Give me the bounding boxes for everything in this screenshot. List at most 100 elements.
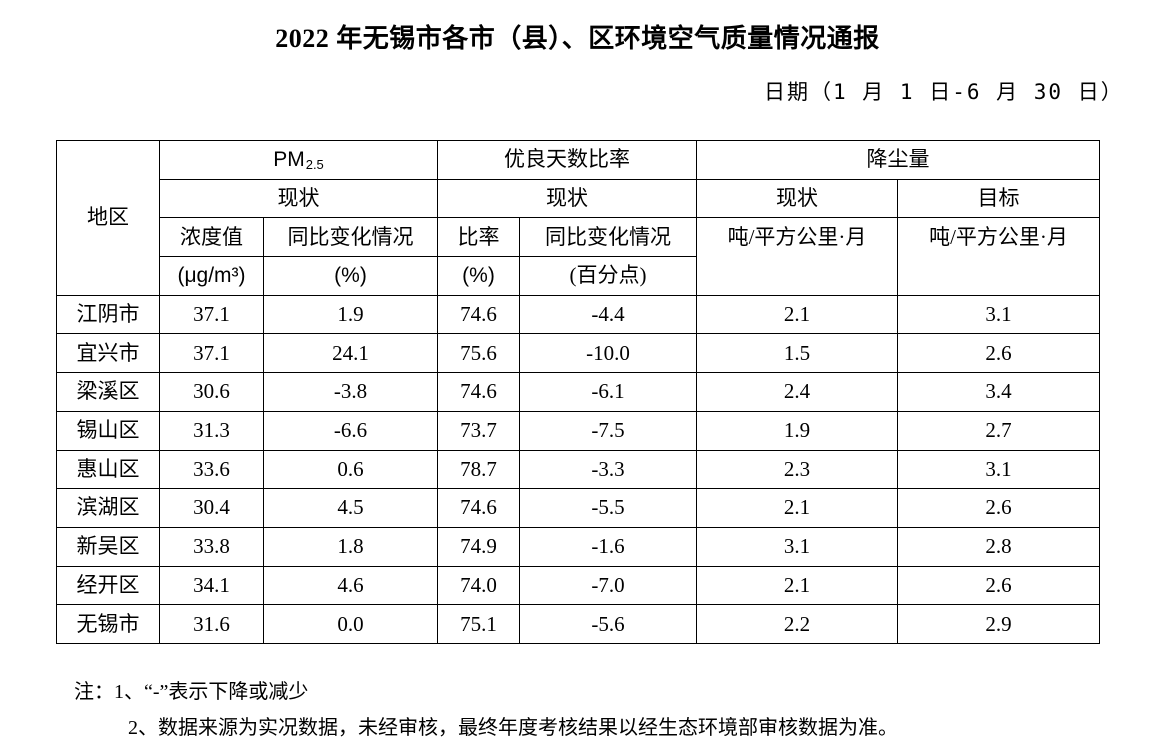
cell-dust: 2.2 <box>696 604 899 644</box>
cell-region: 无锡市 <box>56 604 160 644</box>
header-rate-unit: (%) <box>437 256 521 296</box>
cell-dust: 1.9 <box>696 410 899 451</box>
cell-pm-yoy: 0.6 <box>262 449 439 490</box>
cell-region: 梁溪区 <box>56 372 160 412</box>
table-row: 锡山区 31.3 -6.6 73.7 -7.5 1.9 2.7 <box>56 410 1101 451</box>
cell-target: 2.9 <box>897 604 1101 644</box>
cell-dust: 2.4 <box>696 372 899 412</box>
cell-rate-yoy: -5.5 <box>519 488 698 528</box>
header-pm25-main: PM <box>273 147 305 171</box>
cell-rate: 75.1 <box>437 604 521 644</box>
cell-rate-yoy: -7.0 <box>519 565 698 606</box>
table-row: 滨湖区 30.4 4.5 74.6 -5.5 2.1 2.6 <box>56 488 1101 528</box>
cell-rate: 74.6 <box>437 488 521 528</box>
cell-dust: 2.1 <box>696 565 899 606</box>
cell-pm: 31.6 <box>159 604 264 644</box>
cell-pm-yoy: 24.1 <box>262 333 439 374</box>
cell-rate-yoy: -3.3 <box>519 449 698 490</box>
cell-dust: 1.5 <box>696 333 899 374</box>
cell-rate-yoy: -7.5 <box>519 410 698 451</box>
cell-region: 滨湖区 <box>56 488 160 528</box>
cell-dust: 2.3 <box>696 449 899 490</box>
cell-region: 惠山区 <box>56 449 160 490</box>
cell-target: 2.6 <box>897 333 1101 374</box>
header-dust-status: 现状 <box>696 178 899 219</box>
cell-rate: 75.6 <box>437 333 521 374</box>
cell-dust: 2.1 <box>696 488 899 528</box>
cell-region: 经开区 <box>56 565 160 606</box>
cell-region: 宜兴市 <box>56 333 160 374</box>
header-good-status: 现状 <box>437 178 698 219</box>
cell-rate-yoy: -5.6 <box>519 604 698 644</box>
header-pm-status: 现状 <box>158 178 439 219</box>
header-good-days-rate: 优良天数比率 <box>437 140 698 180</box>
cell-pm: 37.1 <box>159 294 264 335</box>
report-date: 日期（1 月 1 日-6 月 30 日） <box>764 80 1124 104</box>
cell-pm: 33.8 <box>159 526 264 567</box>
header-concentration-label: 浓度值 <box>180 224 243 249</box>
header-dust-unit-status: 吨/平方公里·月 <box>696 217 899 296</box>
cell-target: 2.8 <box>897 526 1101 567</box>
cell-rate-yoy: -1.6 <box>519 526 698 567</box>
header-pm25-sub: 2.5 <box>305 156 324 172</box>
notes: 注：1、“-”表示下降或减少 2、数据来源为实况数据，未经审核，最终年度考核结果… <box>74 674 898 746</box>
cell-target: 2.6 <box>897 488 1101 528</box>
cell-pm-yoy: 4.5 <box>262 488 439 528</box>
cell-pm-yoy: -6.6 <box>262 410 439 451</box>
header-dust-unit-target: 吨/平方公里·月 <box>897 217 1101 296</box>
cell-region: 新吴区 <box>56 526 160 567</box>
cell-rate-yoy: -6.1 <box>519 372 698 412</box>
cell-pm: 33.6 <box>159 449 264 490</box>
cell-pm-yoy: 0.0 <box>262 604 439 644</box>
header-concentration: 浓度值 <box>159 217 264 258</box>
cell-pm: 37.1 <box>159 333 264 374</box>
header-concentration-unit: (μg/m³) <box>159 256 264 296</box>
cell-pm-yoy: 1.9 <box>262 294 439 335</box>
table-row: 江阴市 37.1 1.9 74.6 -4.4 2.1 3.1 <box>56 294 1101 335</box>
cell-rate: 74.0 <box>437 565 521 606</box>
table-row: 宜兴市 37.1 24.1 75.6 -10.0 1.5 2.6 <box>56 333 1101 374</box>
note-1: 注：1、“-”表示下降或减少 <box>74 681 309 703</box>
header-dust-target: 目标 <box>897 178 1101 219</box>
cell-rate: 74.6 <box>437 294 521 335</box>
header-rate: 比率 <box>437 217 521 258</box>
header-region: 地区 <box>56 140 160 296</box>
cell-dust: 2.1 <box>696 294 899 335</box>
table-row: 惠山区 33.6 0.6 78.7 -3.3 2.3 3.1 <box>56 449 1101 490</box>
cell-pm-yoy: 4.6 <box>262 565 439 606</box>
cell-pm: 34.1 <box>159 565 264 606</box>
header-dust: 降尘量 <box>696 140 1101 180</box>
cell-region: 锡山区 <box>56 410 160 451</box>
header-rate-yoy: 同比变化情况 <box>519 217 698 258</box>
document-title: 2022 年无锡市各市（县）、区环境空气质量情况通报 <box>275 24 880 53</box>
header-pm-yoy: 同比变化情况 <box>262 217 439 258</box>
cell-region: 江阴市 <box>56 294 160 335</box>
cell-target: 3.1 <box>897 294 1101 335</box>
header-rate-yoy-unit: (百分点) <box>519 256 698 296</box>
cell-rate: 73.7 <box>437 410 521 451</box>
air-quality-table: 地区 PM2.5 优良天数比率 降尘量 现状 现状 现状 目标 浓度值 同比变化… <box>56 140 1101 644</box>
table-row: 无锡市 31.6 0.0 75.1 -5.6 2.2 2.9 <box>56 604 1101 644</box>
table-row: 梁溪区 30.6 -3.8 74.6 -6.1 2.4 3.4 <box>56 372 1101 412</box>
cell-pm-yoy: 1.8 <box>262 526 439 567</box>
header-pm-yoy-unit: (%) <box>262 256 439 296</box>
header-pm25: PM2.5 <box>158 140 439 180</box>
cell-pm: 30.6 <box>159 372 264 412</box>
cell-rate-yoy: -4.4 <box>519 294 698 335</box>
header-rate-yoy-label: 同比变化情况 <box>545 224 672 249</box>
cell-pm: 31.3 <box>159 410 264 451</box>
cell-pm-yoy: -3.8 <box>262 372 439 412</box>
table-row: 新吴区 33.8 1.8 74.9 -1.6 3.1 2.8 <box>56 526 1101 567</box>
cell-target: 2.6 <box>897 565 1101 606</box>
cell-target: 3.4 <box>897 372 1101 412</box>
header-pm-yoy-label: 同比变化情况 <box>287 224 414 249</box>
table-row: 经开区 34.1 4.6 74.0 -7.0 2.1 2.6 <box>56 565 1101 606</box>
cell-rate: 74.6 <box>437 372 521 412</box>
cell-rate-yoy: -10.0 <box>519 333 698 374</box>
cell-rate: 74.9 <box>437 526 521 567</box>
cell-target: 2.7 <box>897 410 1101 451</box>
header-rate-label: 比率 <box>457 224 500 249</box>
cell-rate: 78.7 <box>437 449 521 490</box>
note-2: 2、数据来源为实况数据，未经审核，最终年度考核结果以经生态环境部审核数据为准。 <box>128 717 898 739</box>
cell-dust: 3.1 <box>696 526 899 567</box>
